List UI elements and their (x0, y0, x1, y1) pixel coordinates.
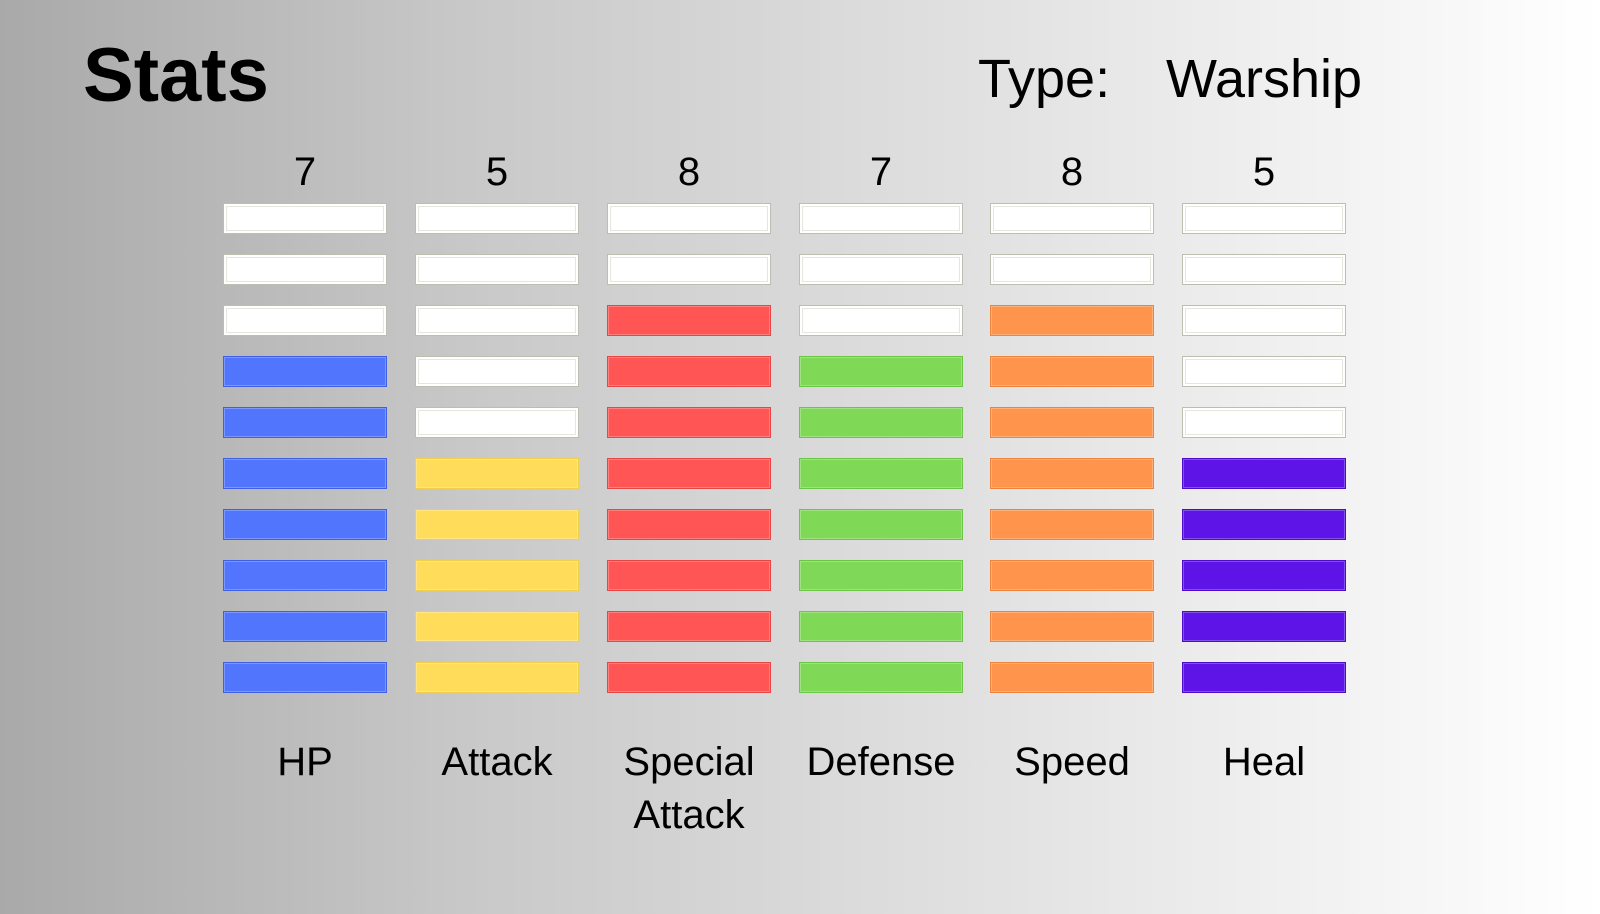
stat-segment-defense-1-filled (799, 662, 963, 693)
stat-segment-speed-5-filled (990, 458, 1154, 489)
stat-value-defense: 7 (869, 150, 893, 194)
stat-segment-heal-9-empty (1182, 254, 1346, 285)
stat-segment-attack-1-filled (415, 662, 579, 693)
stat-label-hp: HP (277, 740, 333, 784)
stat-segment-speed-6-filled (990, 407, 1154, 438)
stat-segment-defense-10-empty (799, 203, 963, 234)
stat-segment-heal-3-filled (1182, 560, 1346, 591)
stat-segment-defense-6-filled (799, 407, 963, 438)
stat-segment-hp-10-empty (223, 203, 387, 234)
stat-segment-speed-7-filled (990, 356, 1154, 387)
stat-segment-speed-9-empty (990, 254, 1154, 285)
stat-segment-heal-2-filled (1182, 611, 1346, 642)
stat-segment-special-attack-3-filled (607, 560, 771, 591)
stat-label-heal: Heal (1222, 740, 1306, 784)
stat-segment-hp-6-filled (223, 407, 387, 438)
stat-segment-hp-7-filled (223, 356, 387, 387)
stat-segment-heal-8-empty (1182, 305, 1346, 336)
type-value: Warship (1166, 49, 1363, 109)
stat-segment-attack-5-filled (415, 458, 579, 489)
stat-segment-defense-3-filled (799, 560, 963, 591)
stat-segment-attack-9-empty (415, 254, 579, 285)
stat-segment-speed-1-filled (990, 662, 1154, 693)
stat-value-attack: 5 (485, 150, 509, 194)
stat-segment-hp-4-filled (223, 509, 387, 540)
stat-segment-hp-2-filled (223, 611, 387, 642)
stat-segment-hp-9-empty (223, 254, 387, 285)
stat-segment-heal-6-empty (1182, 407, 1346, 438)
stat-segment-special-attack-4-filled (607, 509, 771, 540)
stat-label-special-attack: Special Attack (623, 740, 755, 837)
page-title: Stats (83, 33, 269, 118)
stat-column-defense: 7 Defense (799, 0, 963, 914)
stat-segment-heal-10-empty (1182, 203, 1346, 234)
stat-value-speed: 8 (1060, 150, 1084, 194)
stat-segment-attack-8-empty (415, 305, 579, 336)
stat-segment-special-attack-5-filled (607, 458, 771, 489)
stat-segment-attack-10-empty (415, 203, 579, 234)
stat-segment-speed-8-filled (990, 305, 1154, 336)
stat-segment-defense-9-empty (799, 254, 963, 285)
stat-segment-speed-3-filled (990, 560, 1154, 591)
stat-segment-hp-3-filled (223, 560, 387, 591)
stat-segment-heal-7-empty (1182, 356, 1346, 387)
stat-segment-attack-3-filled (415, 560, 579, 591)
stat-segment-attack-2-filled (415, 611, 579, 642)
stat-label-attack: Attack (441, 740, 553, 784)
stat-column-speed: 8 Speed (990, 0, 1154, 914)
stat-segment-heal-4-filled (1182, 509, 1346, 540)
stat-segment-defense-8-empty (799, 305, 963, 336)
stat-value-hp: 7 (293, 150, 317, 194)
stat-label-defense: Defense (806, 740, 956, 784)
stat-value-special-attack: 8 (677, 150, 701, 194)
stat-segment-heal-1-filled (1182, 662, 1346, 693)
stat-segment-defense-7-filled (799, 356, 963, 387)
stat-segment-special-attack-10-empty (607, 203, 771, 234)
stat-segment-special-attack-6-filled (607, 407, 771, 438)
stat-segment-hp-1-filled (223, 662, 387, 693)
stat-segment-speed-4-filled (990, 509, 1154, 540)
stat-segment-attack-6-empty (415, 407, 579, 438)
stat-segment-special-attack-9-empty (607, 254, 771, 285)
stat-segment-attack-4-filled (415, 509, 579, 540)
stat-column-hp: 7 HP (223, 0, 387, 914)
stat-segment-special-attack-2-filled (607, 611, 771, 642)
type-label: Type: (978, 49, 1111, 109)
stat-value-heal: 5 (1252, 150, 1276, 194)
stat-segment-special-attack-7-filled (607, 356, 771, 387)
stat-column-heal: 5 Heal (1182, 0, 1346, 914)
stat-segment-special-attack-8-filled (607, 305, 771, 336)
stat-label-speed: Speed (1014, 740, 1130, 784)
stat-segment-defense-4-filled (799, 509, 963, 540)
stat-segment-defense-2-filled (799, 611, 963, 642)
stat-segment-hp-8-empty (223, 305, 387, 336)
stat-segment-defense-5-filled (799, 458, 963, 489)
stat-segment-heal-5-filled (1182, 458, 1346, 489)
stat-column-special-attack: 8 Special Attack (607, 0, 771, 914)
stat-segment-speed-2-filled (990, 611, 1154, 642)
stat-segment-special-attack-1-filled (607, 662, 771, 693)
stat-segment-hp-5-filled (223, 458, 387, 489)
stat-column-attack: 5 Attack (415, 0, 579, 914)
stat-segment-speed-10-empty (990, 203, 1154, 234)
stat-segment-attack-7-empty (415, 356, 579, 387)
